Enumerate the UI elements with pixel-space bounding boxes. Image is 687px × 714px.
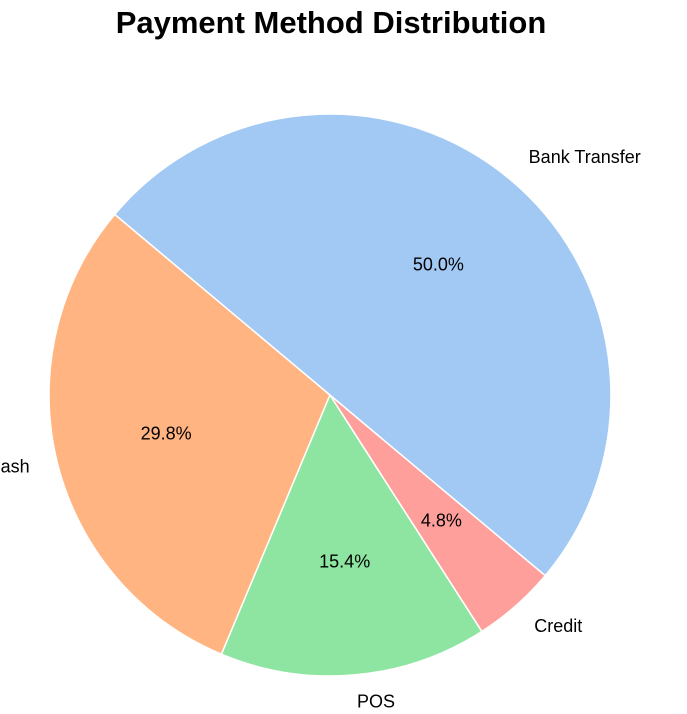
pct-label-pos: 15.4% xyxy=(319,552,370,572)
slice-label-credit: Credit xyxy=(534,616,582,636)
pct-label-cash: 29.8% xyxy=(141,424,192,444)
pie-slice-cash xyxy=(48,213,331,656)
pie-slice-bank-transfer xyxy=(113,113,612,577)
pie-slices xyxy=(48,113,612,677)
slice-label-bank-transfer: Bank Transfer xyxy=(529,147,641,167)
slice-label-pos: POS xyxy=(357,692,395,712)
slice-label-cash: Cash xyxy=(0,457,30,477)
chart-title: Payment Method Distribution xyxy=(116,5,547,40)
pct-label-bank-transfer: 50.0% xyxy=(413,255,464,275)
pct-label-credit: 4.8% xyxy=(421,510,462,530)
pie-slice-pos xyxy=(220,393,483,677)
pie-labels: Cash 29.8% POS 15.4% Credit 4.8% Bank Transfer… xyxy=(0,147,641,712)
